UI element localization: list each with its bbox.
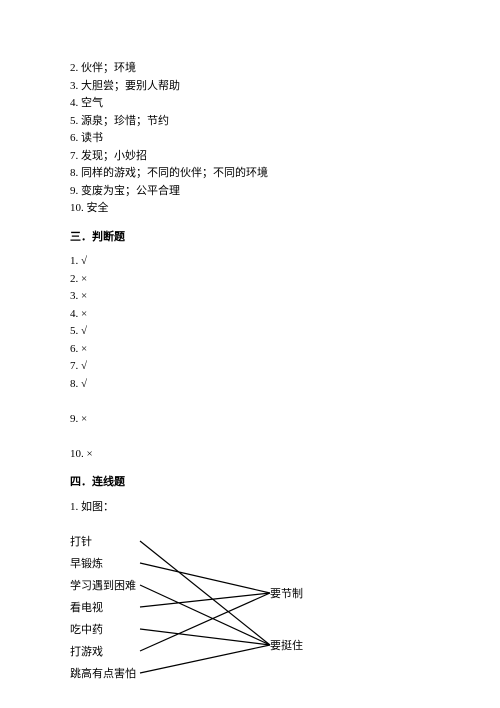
match-intro: 1. 如图：: [70, 499, 430, 516]
judge-item: 6. ×: [70, 341, 430, 358]
judge-item: 1. √: [70, 253, 430, 270]
fill-item: 8. 同样的游戏；不同的伙伴；不同的环境: [70, 165, 430, 182]
judge-item: 2. ×: [70, 271, 430, 288]
fill-item: 5. 源泉；珍惜；节约: [70, 113, 430, 130]
match-right-item: 要节制: [270, 586, 303, 603]
fill-item: 3. 大胆尝；要别人帮助: [70, 78, 430, 95]
match-right-item: 要挺住: [270, 638, 303, 655]
judge-item: 8. √: [70, 376, 430, 393]
judge-item: 5. √: [70, 323, 430, 340]
fill-item: 6. 读书: [70, 130, 430, 147]
match-left-item: 吃中药: [70, 622, 103, 639]
fill-item: 4. 空气: [70, 95, 430, 112]
match-left-item: 打游戏: [70, 644, 103, 661]
match-left-item: 打针: [70, 534, 92, 551]
match-left-item: 跳高有点害怕: [70, 666, 136, 683]
judge-item: 4. ×: [70, 306, 430, 323]
judge-answers-list: 1. √ 2. × 3. × 4. × 5. √ 6. × 7. √ 8. √: [70, 253, 430, 392]
fill-answers-list: 2. 伙伴；环境 3. 大胆尝；要别人帮助 4. 空气 5. 源泉；珍惜；节约 …: [70, 60, 430, 217]
fill-item: 2. 伙伴；环境: [70, 60, 430, 77]
judge-item: 3. ×: [70, 288, 430, 305]
match-left-item: 早锻炼: [70, 556, 103, 573]
section-judge-title: 三．判断题: [70, 229, 430, 246]
judge-item-9: 9. ×: [70, 411, 430, 428]
match-left-item: 看电视: [70, 600, 103, 617]
section-match-title: 四．连线题: [70, 474, 430, 491]
matching-diagram: 打针早锻炼学习遇到困难看电视吃中药打游戏跳高有点害怕 要节制要挺住: [70, 533, 390, 703]
match-left-item: 学习遇到困难: [70, 578, 136, 595]
fill-item: 7. 发现；小妙招: [70, 148, 430, 165]
judge-item: 7. √: [70, 358, 430, 375]
fill-item: 10. 安全: [70, 200, 430, 217]
fill-item: 9. 变废为宝；公平合理: [70, 183, 430, 200]
judge-item-10: 10. ×: [70, 446, 430, 463]
